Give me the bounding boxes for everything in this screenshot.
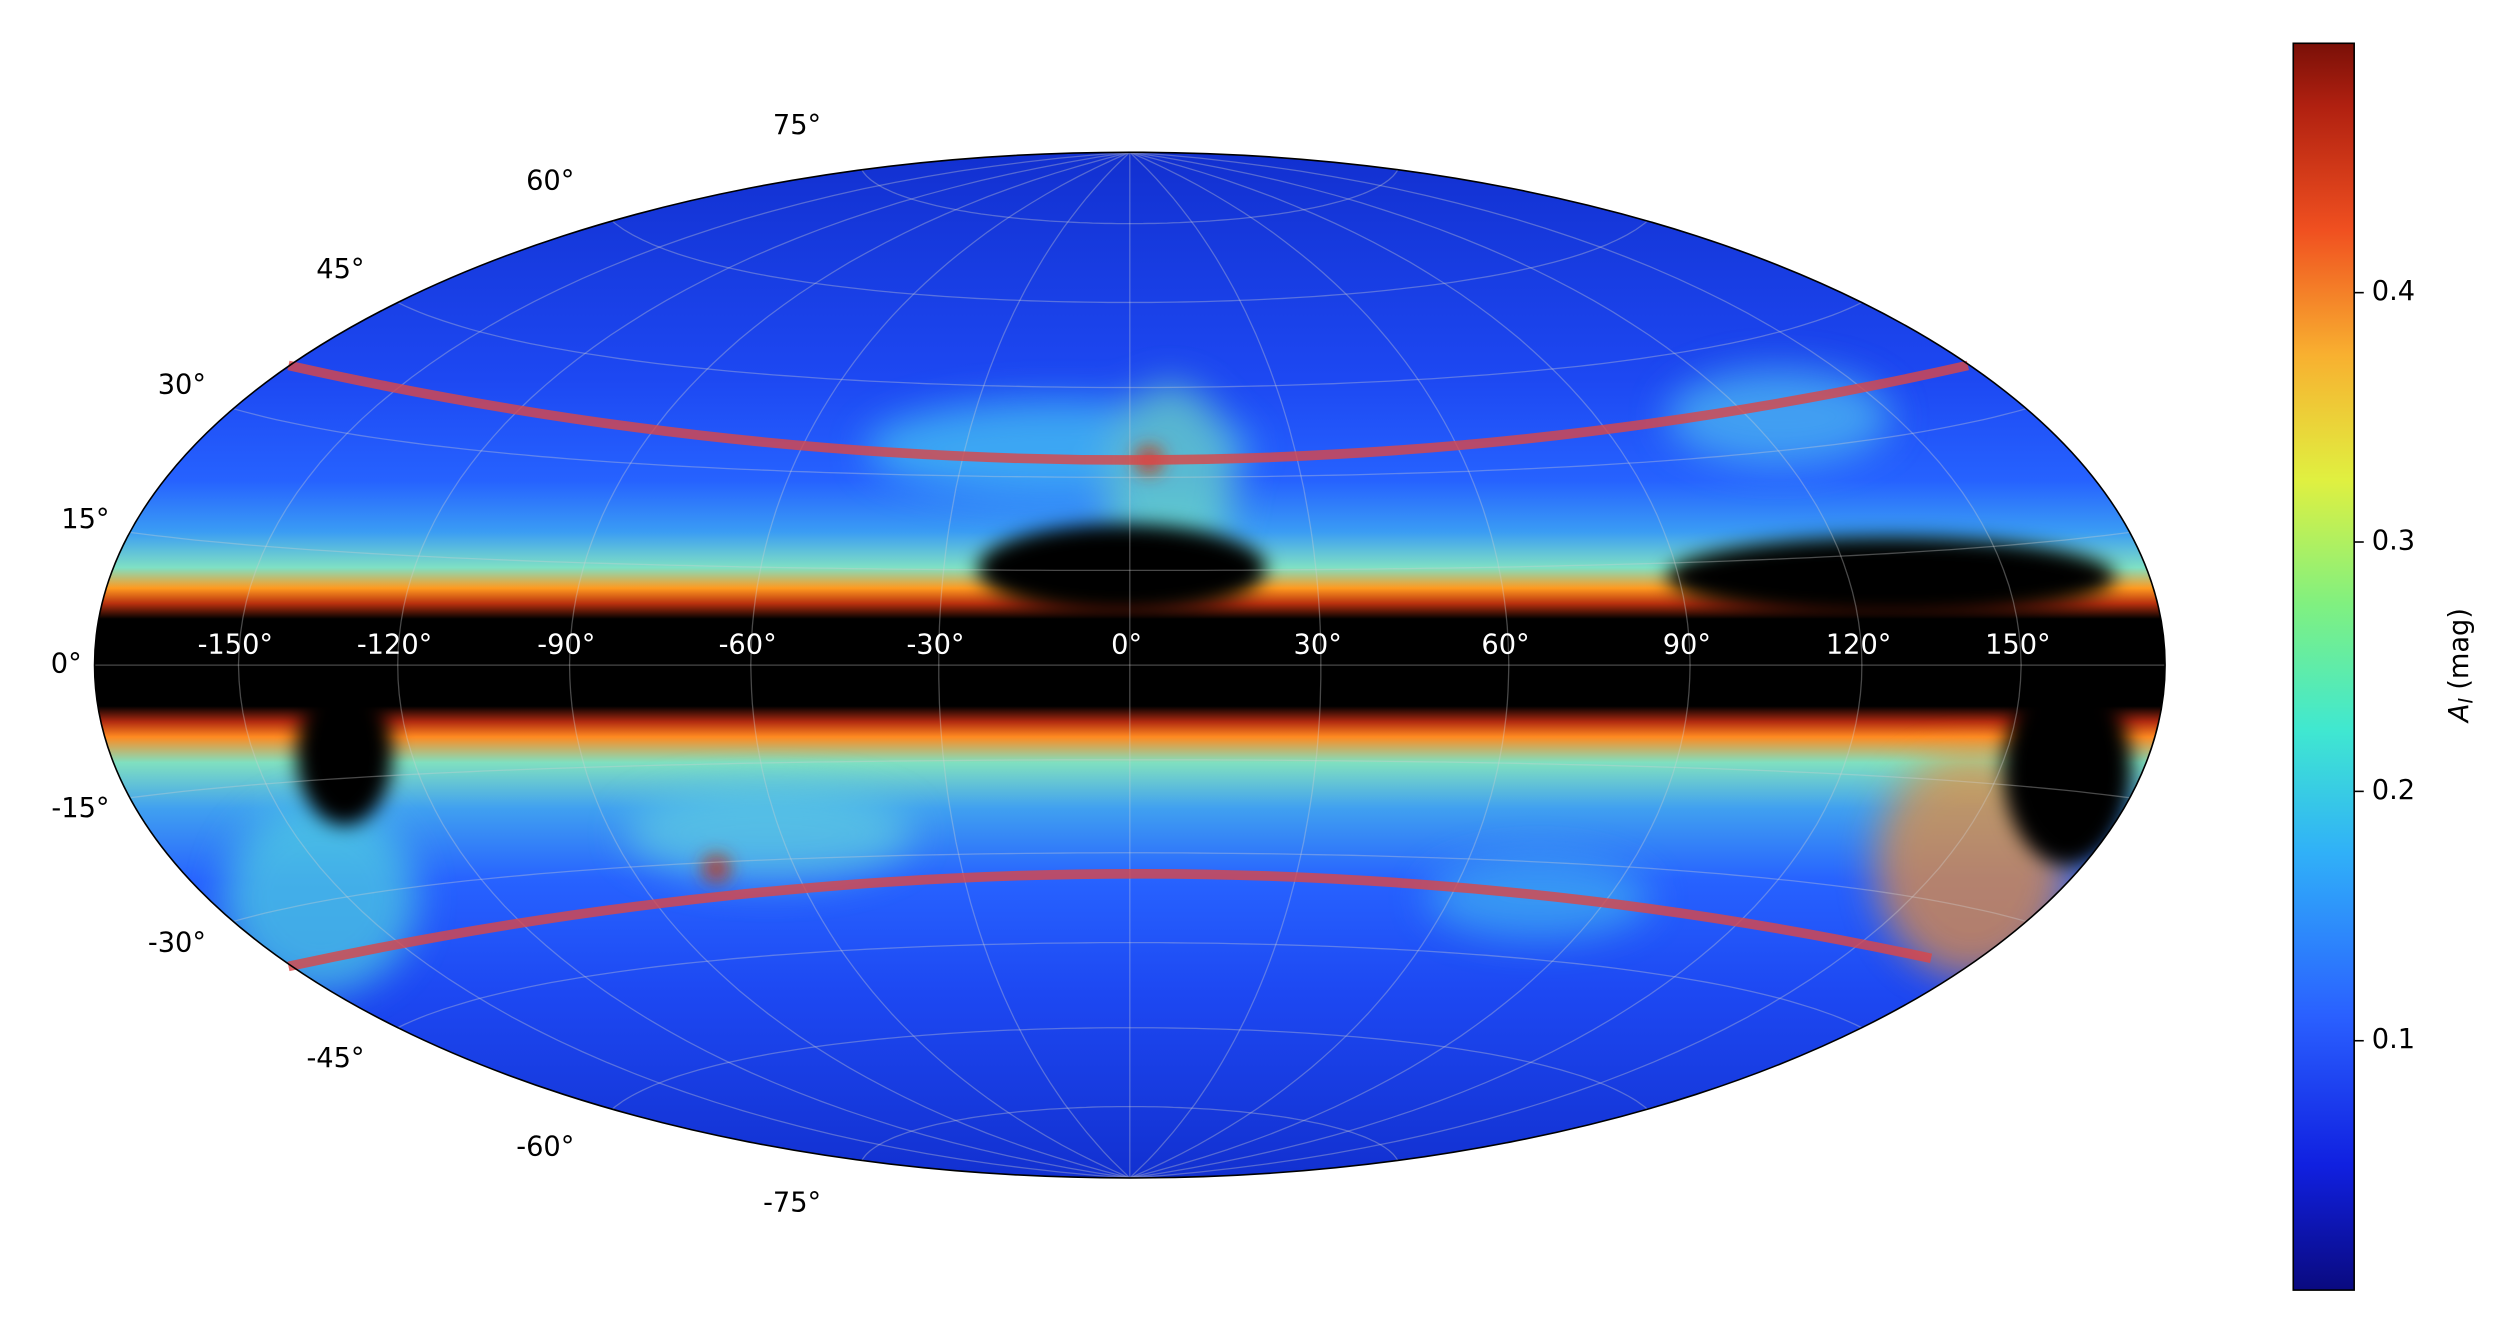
colorbar-tick-label: 0.3 xyxy=(2372,526,2415,557)
longitude-label: -90° xyxy=(537,629,595,660)
colorbar-label-subscript: I xyxy=(2454,697,2477,703)
parallel-line xyxy=(861,169,1399,225)
colorbar-label: AI (mag) xyxy=(2443,608,2476,724)
longitude-label: 90° xyxy=(1663,629,1711,660)
parallel-line xyxy=(129,759,2130,799)
longitude-label: 30° xyxy=(1294,629,1342,660)
meridian-line xyxy=(1129,151,1691,1179)
sky-image xyxy=(94,152,2166,1178)
meridian-line xyxy=(750,151,1131,1179)
longitude-label: 150° xyxy=(1985,629,2051,660)
colorbar-tick-label: 0.2 xyxy=(2372,775,2415,806)
latitude-label: 0° xyxy=(51,649,82,680)
longitude-label: -60° xyxy=(719,629,777,660)
latitude-label: 15° xyxy=(61,504,109,535)
longitude-label: 120° xyxy=(1826,629,1892,660)
meridian-line xyxy=(1129,151,2022,1179)
map-outline xyxy=(93,151,2166,1179)
latitude-label: 60° xyxy=(526,166,574,197)
meridian-line xyxy=(1129,151,1863,1179)
colorbar-label-symbol: A xyxy=(2443,703,2474,724)
latitude-label: -15° xyxy=(51,793,109,824)
latitude-label: 45° xyxy=(316,254,364,285)
parallel-line xyxy=(397,942,1863,1029)
colorbar-label-unit: (mag) xyxy=(2443,608,2474,690)
longitude-label: 60° xyxy=(1481,629,1529,660)
parallel-line xyxy=(129,531,2130,572)
meridian-line xyxy=(938,151,1131,1179)
parallel-line xyxy=(233,408,2027,479)
longitude-label: -150° xyxy=(198,629,273,660)
meridian-line xyxy=(237,151,1130,1179)
longitude-label: 0° xyxy=(1111,629,1142,660)
longitude-label: -120° xyxy=(357,629,432,660)
latitude-label: -30° xyxy=(148,927,206,958)
latitude-label: -60° xyxy=(516,1132,574,1163)
meridian-line xyxy=(568,151,1130,1179)
parallel-line xyxy=(861,1105,1399,1161)
colorbar-tick-label: 0.1 xyxy=(2372,1024,2415,1055)
colorbar xyxy=(2292,42,2355,1291)
latitude-label: 30° xyxy=(158,370,206,401)
parallel-line xyxy=(397,301,1863,389)
parallel-line xyxy=(611,220,1648,304)
boundary-line xyxy=(287,868,1933,972)
boundary-line xyxy=(287,360,1970,465)
latitude-label: 75° xyxy=(773,110,821,141)
parallel-line xyxy=(233,852,2027,923)
meridian-line xyxy=(1129,151,1510,1179)
graticule xyxy=(94,151,2166,1179)
latitude-label: -75° xyxy=(763,1187,821,1218)
meridian-line xyxy=(397,151,1130,1179)
colorbar-tick-label: 0.4 xyxy=(2372,276,2415,307)
latitude-label: -45° xyxy=(306,1043,364,1074)
parallel-line xyxy=(611,1027,1648,1110)
meridian-line xyxy=(1129,151,1322,1179)
longitude-label: -30° xyxy=(906,629,964,660)
